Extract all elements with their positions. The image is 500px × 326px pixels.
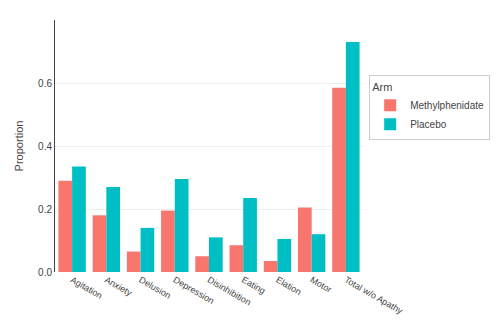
svg-text:0.2: 0.2 xyxy=(38,204,52,215)
svg-text:Motor: Motor xyxy=(308,274,333,294)
svg-text:Proportion: Proportion xyxy=(13,121,25,172)
svg-text:Methylphenidate: Methylphenidate xyxy=(410,100,484,111)
svg-text:Arm: Arm xyxy=(372,81,392,93)
svg-text:0.0: 0.0 xyxy=(38,267,52,278)
svg-text:0.4: 0.4 xyxy=(38,141,52,152)
svg-text:0.6: 0.6 xyxy=(38,78,52,89)
svg-text:Agitation: Agitation xyxy=(69,274,104,300)
svg-text:Eating: Eating xyxy=(240,274,267,295)
svg-text:Elation: Elation xyxy=(274,274,303,296)
svg-text:Delusion: Delusion xyxy=(137,274,172,300)
svg-text:Anxiety: Anxiety xyxy=(103,274,134,298)
svg-text:Placebo: Placebo xyxy=(410,119,447,130)
svg-text:Disinhibition: Disinhibition xyxy=(206,274,253,307)
svg-text:Depression: Depression xyxy=(172,274,216,305)
svg-text:Total w/o Apathy: Total w/o Apathy xyxy=(343,274,405,316)
